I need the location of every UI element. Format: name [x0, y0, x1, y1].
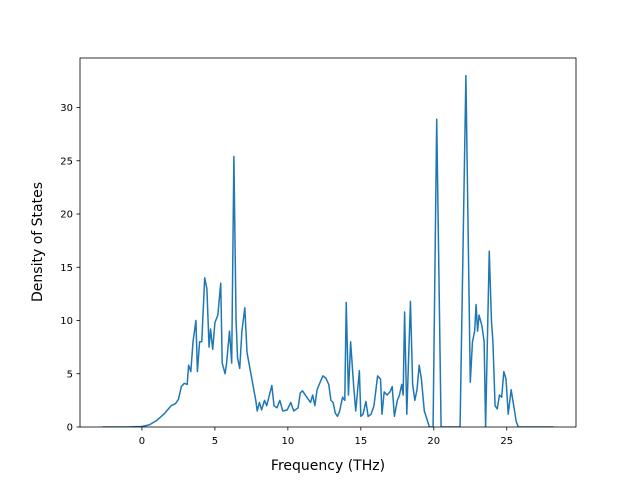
x-tick-label: 0: [139, 436, 145, 447]
x-tick-label: 5: [212, 436, 218, 447]
x-axis-label: Frequency (THz): [271, 458, 385, 474]
y-tick-label: 20: [60, 210, 73, 221]
y-tick-label: 25: [60, 156, 73, 167]
y-tick-label: 15: [60, 263, 73, 274]
x-tick-label: 20: [427, 436, 440, 447]
dos-line: [102, 74, 554, 427]
y-tick-label: 5: [67, 369, 73, 380]
x-tick-label: 10: [282, 436, 295, 447]
y-tick-label: 10: [60, 316, 73, 327]
y-tick-label: 30: [60, 103, 73, 114]
axes-frame: [79, 57, 577, 428]
y-axis-label: Density of States: [30, 182, 46, 302]
x-tick-label: 25: [500, 436, 513, 447]
x-tick-label: 15: [354, 436, 367, 447]
y-tick-label: 0: [67, 423, 73, 434]
